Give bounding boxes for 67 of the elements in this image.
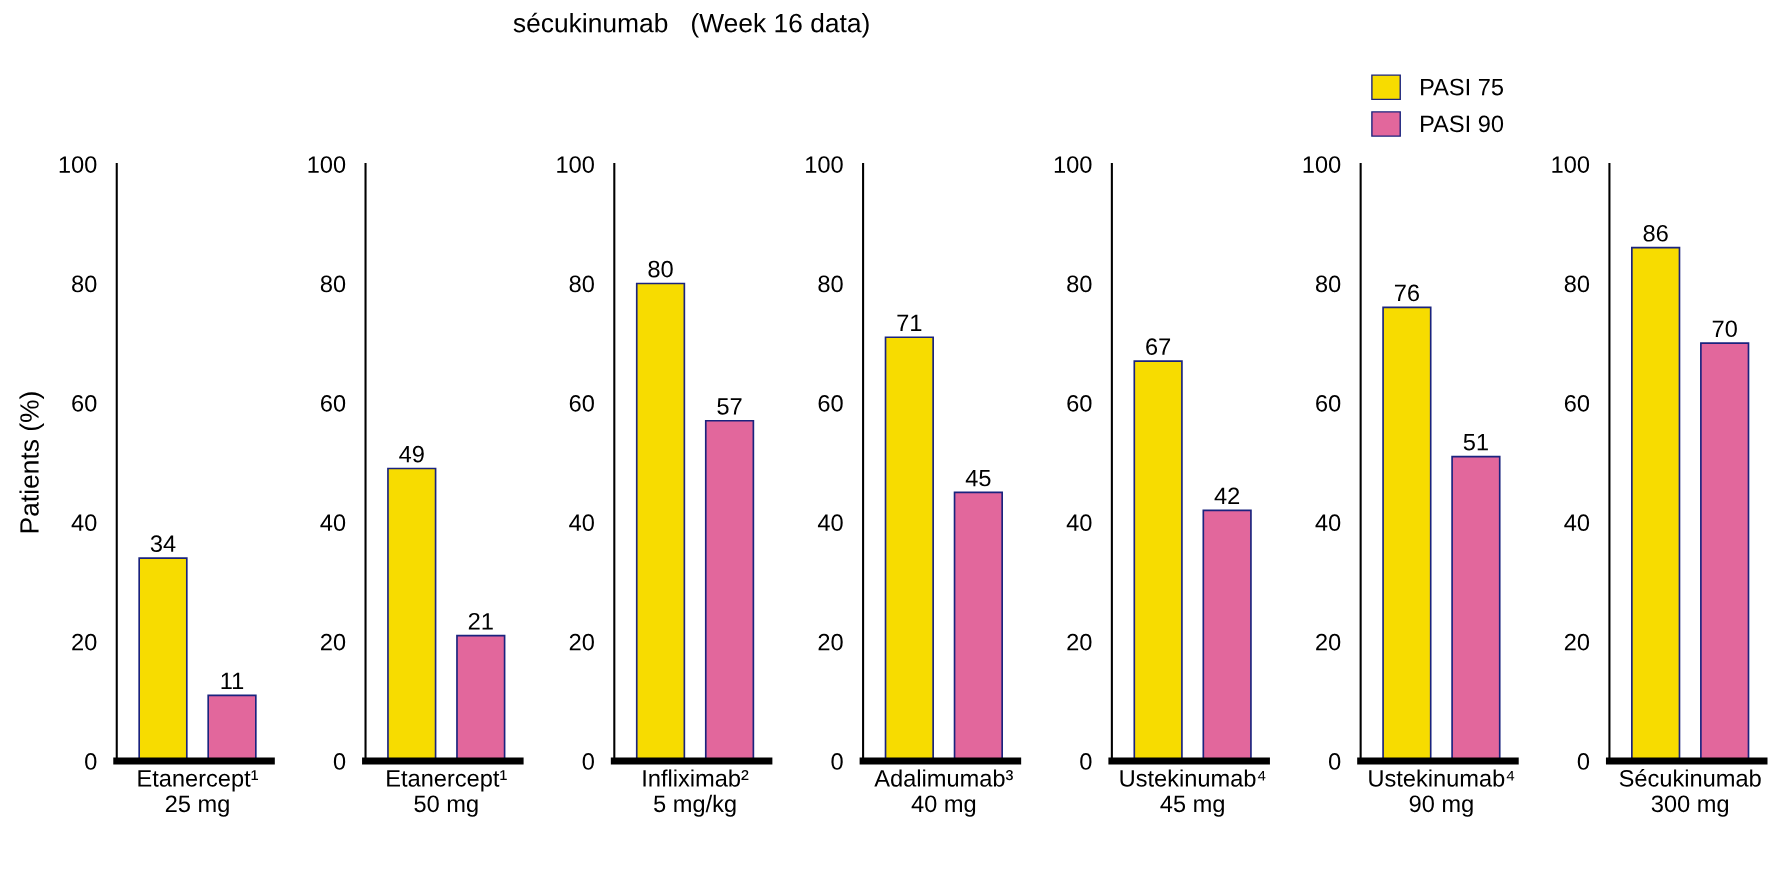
data-label: 86 [1643, 224, 1668, 242]
data-label: 11 [221, 672, 244, 690]
data-label: 70 [1712, 320, 1737, 338]
y-tick-label: 60 [72, 394, 97, 412]
y-tick-label: 20 [569, 633, 594, 651]
data-label: 42 [1214, 487, 1240, 505]
y-tick-label: 80 [320, 275, 346, 293]
data-label: 51 [1463, 434, 1488, 451]
y-tick-label: 40 [569, 514, 594, 532]
data-label: 67 [1146, 338, 1171, 356]
y-tick-label: 0 [85, 753, 97, 770]
y-tick-label: 0 [1080, 753, 1092, 770]
y-tick-label: 80 [1067, 275, 1092, 293]
data-label: 49 [399, 445, 424, 463]
x-tick-label: Adalimumab³ 40 mg [874, 769, 1013, 817]
y-tick-label: 40 [817, 514, 843, 532]
data-label: 45 [965, 469, 991, 487]
x-tick-label: Etanercept¹ 50 mg [387, 770, 507, 817]
legend-label: PASI 75 [1421, 78, 1504, 96]
y-tick-label: 0 [333, 753, 346, 770]
y-tick-label: 0 [1577, 753, 1590, 770]
x-tick-label: Etanercept¹ 25 mg [138, 770, 259, 817]
y-tick-label: 40 [1564, 514, 1590, 532]
y-tick-label: 60 [818, 394, 843, 412]
y-tick-label: 80 [1315, 275, 1341, 293]
x-tick-label: Infliximab² 5 mg/kg [643, 769, 749, 817]
y-tick-label: 80 [72, 275, 97, 293]
y-tick-label: 60 [1067, 394, 1092, 412]
y-tick-label: 60 [1564, 394, 1590, 412]
y-tick-label: 60 [569, 394, 594, 412]
y-tick-label: 40 [1066, 514, 1092, 532]
y-tick-label: 80 [1564, 275, 1590, 293]
chart-title: sécukinumab (Week 16 data) [513, 12, 869, 38]
legend-label: PASI 90 [1421, 115, 1504, 133]
y-tick-label: 100 [1303, 156, 1341, 173]
data-label: 34 [150, 535, 176, 553]
y-tick-label: 100 [1054, 156, 1092, 173]
y-tick-label: 20 [72, 633, 97, 651]
y-tick-label: 40 [71, 514, 97, 532]
y-tick-label: 0 [1329, 753, 1341, 770]
y-tick-label: 40 [320, 514, 346, 532]
y-tick-label: 20 [1564, 633, 1590, 651]
data-label: 57 [717, 398, 742, 415]
y-tick-label: 60 [1316, 394, 1341, 412]
data-label: 71 [897, 314, 922, 331]
y-tick-label: 100 [308, 156, 346, 173]
y-tick-label: 20 [818, 633, 843, 651]
y-tick-label: 100 [806, 156, 843, 173]
y-tick-label: 0 [582, 753, 594, 770]
y-tick-label: 20 [1316, 633, 1341, 651]
y-tick-label: 80 [818, 275, 843, 293]
y-tick-label: 100 [1552, 156, 1590, 173]
x-tick-label: Ustekinumab⁴ 45 mg [1120, 769, 1266, 817]
y-tick-label: 0 [831, 753, 843, 770]
y-tick-label: 40 [1315, 514, 1341, 532]
x-tick-label: Sécukinumab 300 mg [1619, 769, 1761, 817]
y-tick-label: 20 [1067, 633, 1092, 651]
y-tick-label: 80 [569, 275, 594, 293]
y-tick-label: 100 [557, 156, 594, 173]
y-tick-label: 60 [321, 394, 346, 412]
data-label: 80 [648, 260, 673, 278]
y-tick-label: 100 [59, 156, 97, 173]
data-label: 76 [1394, 284, 1419, 302]
x-tick-label: Ustekinumab⁴ 90 mg [1369, 769, 1515, 817]
y-tick-label: 20 [321, 633, 346, 651]
y-axis-title: Patients (%) [19, 392, 45, 533]
data-label: 21 [468, 612, 493, 630]
